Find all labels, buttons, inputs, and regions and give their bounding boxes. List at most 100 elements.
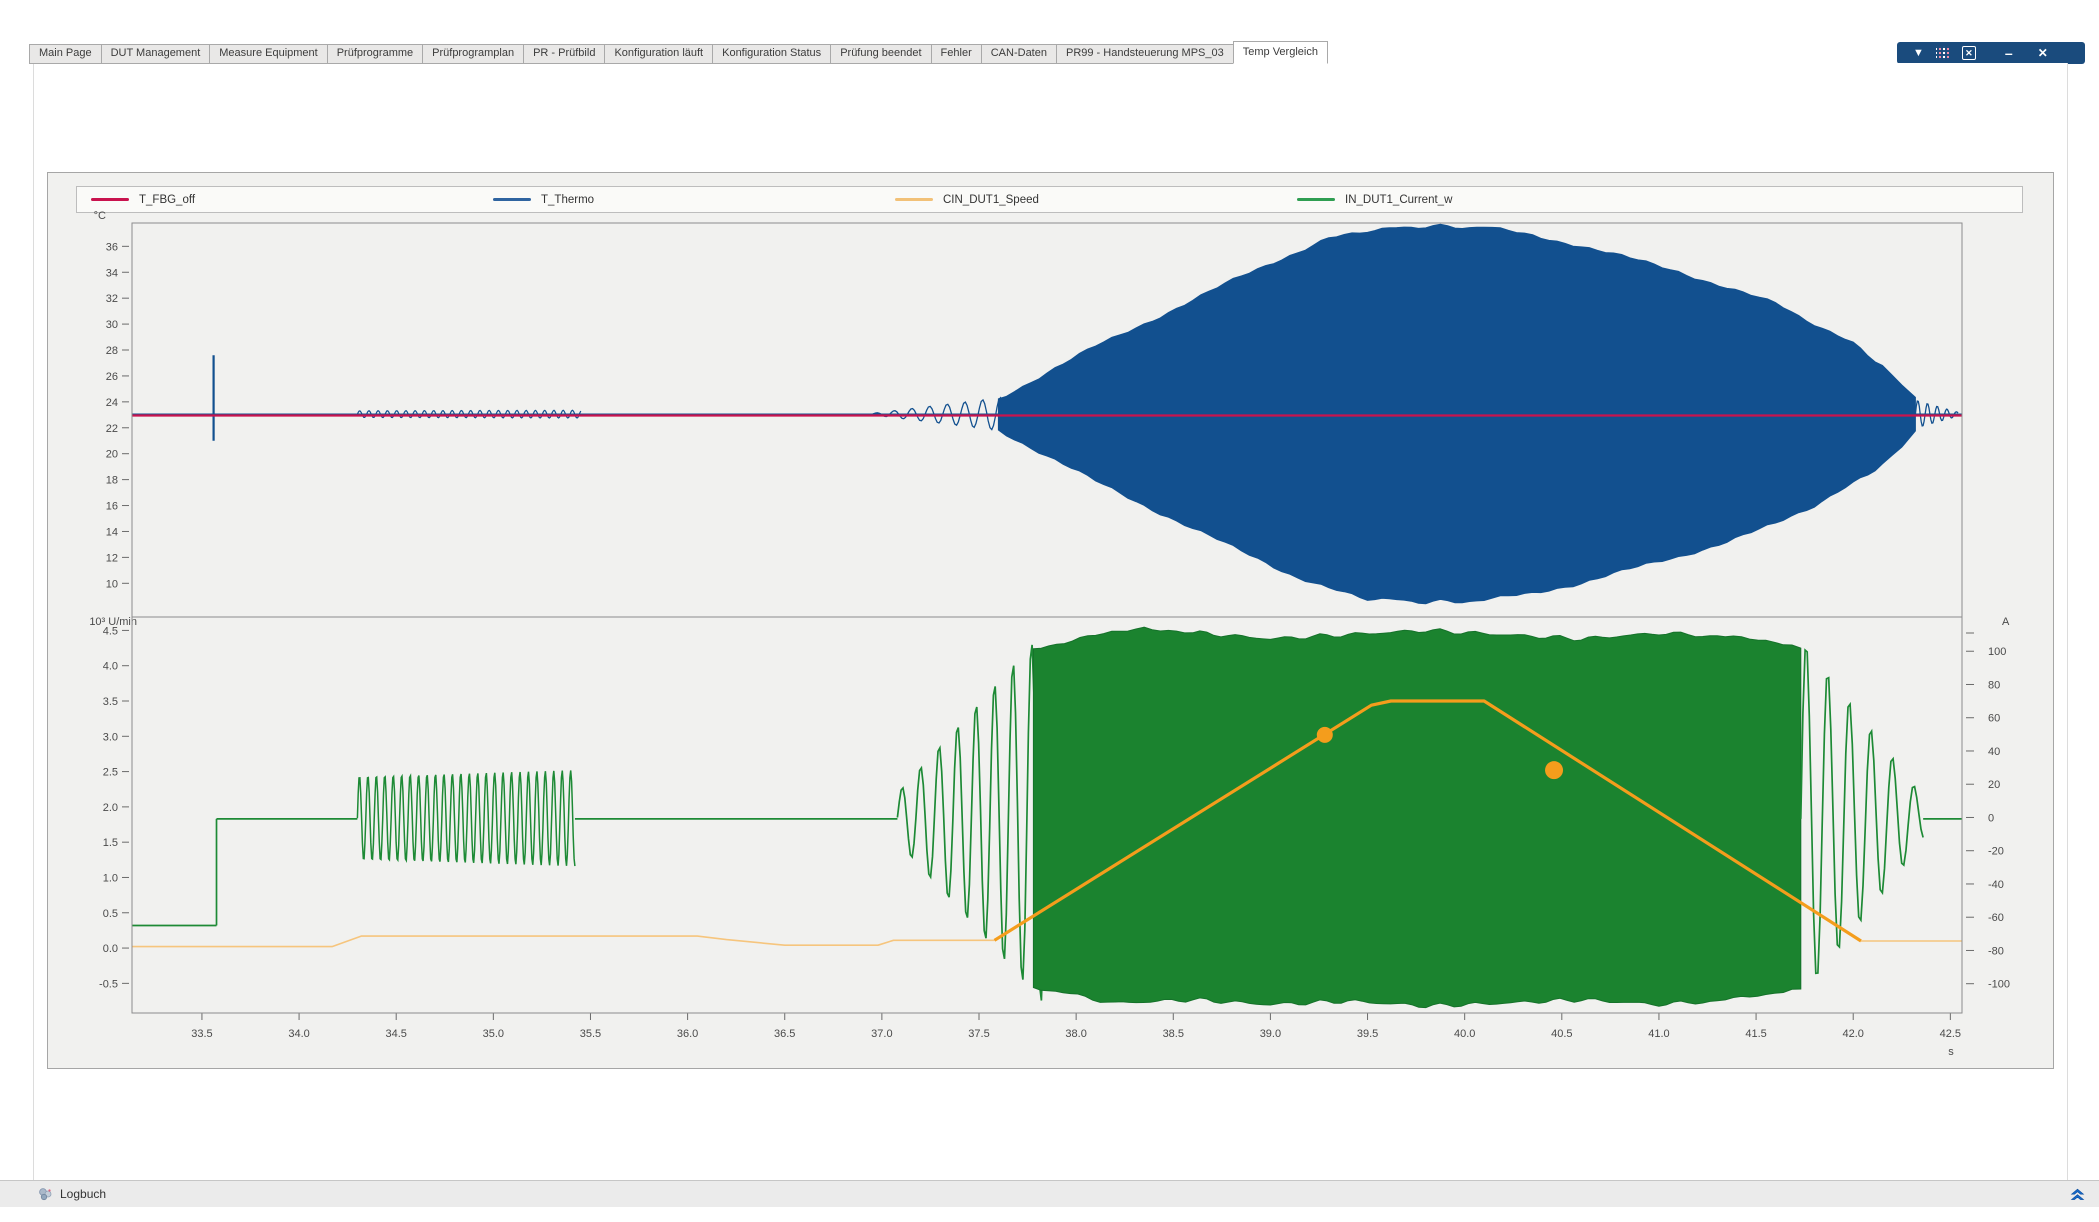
tab-konfiguration-l-uft[interactable]: Konfiguration läuft <box>604 44 714 64</box>
svg-text:34.0: 34.0 <box>288 1028 309 1040</box>
legend-item-t_fbg_off[interactable]: T_FBG_off <box>77 194 479 206</box>
window-controls: ▼ ✕ – ✕ <box>1897 42 2085 64</box>
svg-text:38.5: 38.5 <box>1163 1028 1184 1040</box>
svg-text:41.0: 41.0 <box>1648 1028 1669 1040</box>
chart-svg[interactable]: 36 34 32 30 28 26 24 22 20 18 16 14 12 10 °C 4.5 4.0 3.5 3… <box>48 173 2053 1068</box>
tab-konfiguration-status[interactable]: Konfiguration Status <box>712 44 832 64</box>
svg-text:34: 34 <box>106 267 118 279</box>
svg-text:33.5: 33.5 <box>191 1028 212 1040</box>
svg-text:24: 24 <box>106 397 118 409</box>
svg-text:10: 10 <box>106 578 118 590</box>
svg-text:°C: °C <box>94 210 106 222</box>
svg-text:A: A <box>2002 616 2010 628</box>
svg-text:26: 26 <box>106 371 118 383</box>
tab-measure-equipment[interactable]: Measure Equipment <box>209 44 328 64</box>
svg-text:36: 36 <box>106 241 118 253</box>
legend-item-in_dut1_current_w[interactable]: IN_DUT1_Current_w <box>1283 194 1685 206</box>
legend-swatch <box>91 198 129 201</box>
svg-text:37.5: 37.5 <box>968 1028 989 1040</box>
legend-item-cin_dut1_speed[interactable]: CIN_DUT1_Speed <box>881 194 1283 206</box>
svg-text:2.0: 2.0 <box>103 802 118 814</box>
svg-text:18: 18 <box>106 475 118 487</box>
svg-text:4.5: 4.5 <box>103 625 118 637</box>
tab-pr-fprogramme[interactable]: Prüfprogramme <box>326 44 424 64</box>
collapse-chevron-icon[interactable] <box>2067 1184 2087 1204</box>
svg-text:42.5: 42.5 <box>1940 1028 1961 1040</box>
axes: 36 34 32 30 28 26 24 22 20 18 16 14 12 10 °C 4.5 4.0 3.5 3… <box>89 210 2010 1058</box>
minimize-button[interactable]: – <box>2004 45 2013 61</box>
svg-text:41.5: 41.5 <box>1745 1028 1766 1040</box>
tab-temp-vergleich[interactable]: Temp Vergleich <box>1232 41 1328 64</box>
tab-pr-pr-fbild[interactable]: PR - Prüfbild <box>523 44 606 64</box>
tab-pr-fprogramplan[interactable]: Prüfprogramplan <box>422 44 525 64</box>
svg-text:4.0: 4.0 <box>103 661 118 673</box>
svg-text:35.5: 35.5 <box>580 1028 601 1040</box>
dot-grid-icon[interactable] <box>1935 46 1949 60</box>
legend-label: IN_DUT1_Current_w <box>1345 193 1453 206</box>
svg-text:-0.5: -0.5 <box>99 978 118 990</box>
svg-text:40.0: 40.0 <box>1454 1028 1475 1040</box>
status-bar: Logbuch <box>0 1180 2099 1207</box>
boxed-close-icon[interactable]: ✕ <box>1961 46 1976 60</box>
svg-text:2.5: 2.5 <box>103 767 118 779</box>
svg-text:22: 22 <box>106 423 118 435</box>
svg-text:39.5: 39.5 <box>1357 1028 1378 1040</box>
svg-text:20: 20 <box>106 449 118 461</box>
svg-text:-100: -100 <box>1988 979 2010 991</box>
svg-text:-40: -40 <box>1988 879 2004 891</box>
tab-bar: Main Page DUT Management Measure Equipment… <box>29 41 1328 64</box>
svg-text:0: 0 <box>1988 812 1994 824</box>
series-cin_dut1_speed <box>132 699 1962 948</box>
svg-text:3.0: 3.0 <box>103 731 118 743</box>
svg-text:30: 30 <box>106 319 118 331</box>
dropdown-arrow-icon[interactable]: ▼ <box>1913 46 1924 59</box>
svg-text:12: 12 <box>106 552 118 564</box>
svg-text:60: 60 <box>1988 713 2000 725</box>
tab-main-page[interactable]: Main Page <box>29 44 102 64</box>
svg-text:3.5: 3.5 <box>103 696 118 708</box>
svg-text:1.5: 1.5 <box>103 837 118 849</box>
svg-text:40.5: 40.5 <box>1551 1028 1572 1040</box>
logbuch-icon <box>38 1187 53 1202</box>
svg-text:36.5: 36.5 <box>774 1028 795 1040</box>
svg-text:s: s <box>1948 1046 1954 1058</box>
tab-dut-management[interactable]: DUT Management <box>100 44 211 64</box>
content-area: T_FBG_off T_Thermo CIN_DUT1_Speed IN_DUT1_C… <box>33 63 2068 1180</box>
tab-fehler[interactable]: Fehler <box>930 44 982 64</box>
series-in_dut1_current_w <box>132 626 1962 1009</box>
svg-text:34.5: 34.5 <box>385 1028 406 1040</box>
series-t_thermo <box>132 223 1962 605</box>
logbuch-label[interactable]: Logbuch <box>60 1187 107 1201</box>
svg-text:20: 20 <box>1988 779 2000 791</box>
svg-text:40: 40 <box>1988 746 2000 758</box>
legend-swatch <box>1297 198 1335 201</box>
svg-text:16: 16 <box>106 501 118 513</box>
tab-can-daten[interactable]: CAN-Daten <box>980 44 1057 64</box>
legend-label: T_FBG_off <box>139 193 196 206</box>
svg-text:0.0: 0.0 <box>103 943 118 955</box>
svg-text:10³ U/min: 10³ U/min <box>89 616 137 628</box>
svg-text:-60: -60 <box>1988 912 2004 924</box>
svg-text:36.0: 36.0 <box>677 1028 698 1040</box>
svg-text:37.0: 37.0 <box>871 1028 892 1040</box>
svg-text:32: 32 <box>106 293 118 305</box>
tab-pr99-handsteuerung-mps-03[interactable]: PR99 - Handsteuerung MPS_03 <box>1055 44 1234 64</box>
svg-text:-20: -20 <box>1988 846 2004 858</box>
legend-label: CIN_DUT1_Speed <box>943 193 1039 206</box>
svg-text:35.0: 35.0 <box>483 1028 504 1040</box>
svg-text:80: 80 <box>1988 679 2000 691</box>
svg-text:39.0: 39.0 <box>1260 1028 1281 1040</box>
legend-swatch <box>895 198 933 201</box>
svg-text:42.0: 42.0 <box>1842 1028 1863 1040</box>
legend-swatch <box>493 198 531 201</box>
svg-text:0.5: 0.5 <box>103 908 118 920</box>
close-button[interactable]: ✕ <box>2037 46 2048 60</box>
legend-item-t_thermo[interactable]: T_Thermo <box>479 194 881 206</box>
svg-text:-80: -80 <box>1988 945 2004 957</box>
svg-text:100: 100 <box>1988 646 2006 658</box>
chart-panel: T_FBG_off T_Thermo CIN_DUT1_Speed IN_DUT1_C… <box>47 172 2054 1069</box>
legend-label: T_Thermo <box>541 193 595 206</box>
svg-text:1.0: 1.0 <box>103 872 118 884</box>
tab-pr-fung-beendet[interactable]: Prüfung beendet <box>830 44 932 64</box>
